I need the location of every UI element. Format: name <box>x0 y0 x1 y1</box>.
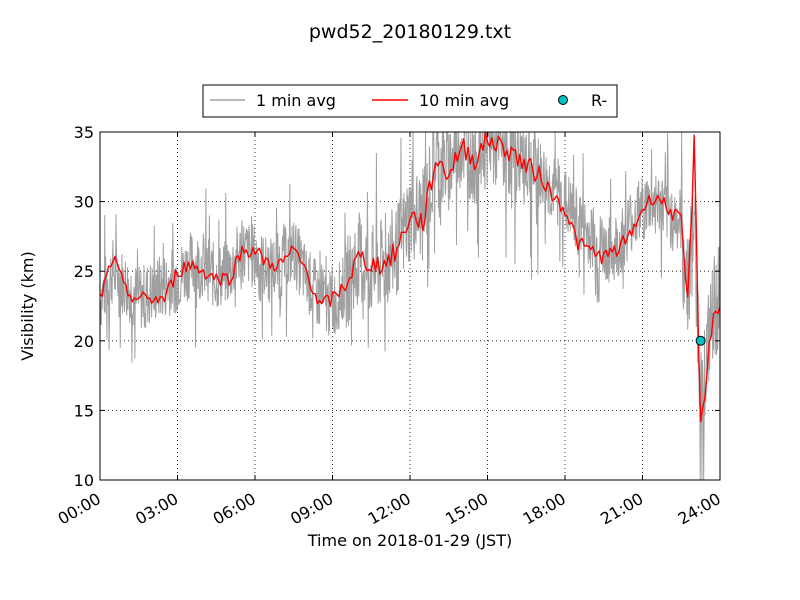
series-1min-avg-line <box>99 131 721 481</box>
y-tick-label: 15 <box>74 401 94 420</box>
rain-marker-point <box>695 335 706 346</box>
x-axis-label: Time on 2018-01-29 (JST) <box>307 531 512 550</box>
axis-ticks <box>99 131 721 481</box>
chart-title: pwd52_20180129.txt <box>309 21 511 43</box>
y-tick-label: 35 <box>74 123 94 142</box>
series-layer <box>99 131 721 481</box>
y-tick-label: 10 <box>74 471 94 490</box>
legend-label-1min: 1 min avg <box>256 91 336 110</box>
y-tick-label: 25 <box>74 262 94 281</box>
series-10min-avg-line <box>99 131 721 423</box>
legend-box <box>202 84 618 118</box>
y-tick-labels: 10 15 20 25 30 35 <box>74 123 94 490</box>
legend: 1 min avg 10 min avg R- <box>202 84 618 118</box>
y-axis-label: Visibility (km) <box>18 251 37 360</box>
legend-label-rain: R- <box>591 91 607 110</box>
y-tick-label: 20 <box>74 332 94 351</box>
y-tick-label: 30 <box>74 193 94 212</box>
legend-swatch-rain-marker <box>558 95 568 105</box>
legend-label-10min: 10 min avg <box>419 91 509 110</box>
